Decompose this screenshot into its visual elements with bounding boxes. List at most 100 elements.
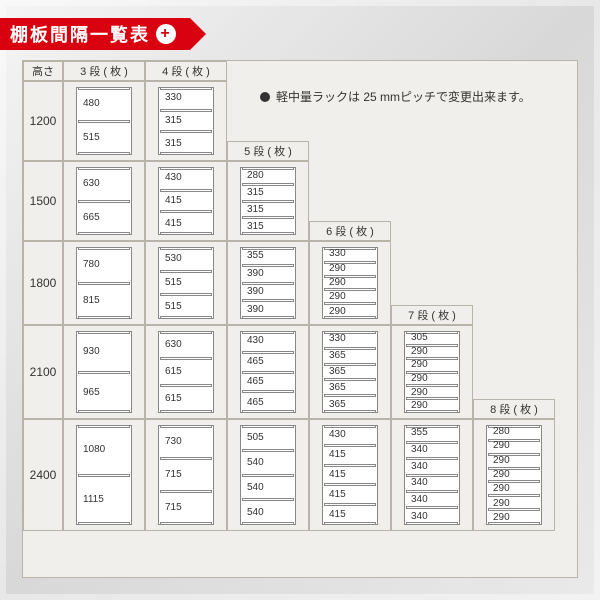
gap-label: 415 — [329, 509, 346, 520]
bullet-icon — [260, 92, 270, 102]
rack-diagram: 280 290 290 290 290 290 290 — [486, 425, 542, 525]
gap-label: 430 — [247, 335, 264, 346]
height-cell: 2400 — [23, 419, 63, 531]
column-header: 3 段 ( 枚 ) — [63, 61, 145, 81]
rack-diagram: 355 390 390 390 — [240, 247, 296, 319]
gap-label: 315 — [247, 204, 264, 215]
gap-label: 1080 — [83, 444, 105, 455]
gap-label: 290 — [493, 483, 510, 494]
gap-label: 780 — [83, 259, 100, 270]
gap-label: 290 — [493, 469, 510, 480]
rack-diagram: 530 515 515 — [158, 247, 214, 319]
height-cell: 2100 — [23, 325, 63, 419]
rack-diagram: 280 315 315 315 — [240, 167, 296, 235]
rack-diagram: 480 515 — [76, 87, 132, 155]
gap-label: 355 — [411, 427, 428, 438]
gap-label: 280 — [247, 170, 264, 181]
rack-diagram: 930965 — [76, 331, 132, 413]
gap-label: 715 — [165, 502, 182, 513]
column-header: 5 段 ( 枚 ) — [227, 141, 309, 161]
rack-diagram: 505 540 540 540 — [240, 425, 296, 525]
height-cell: 1500 — [23, 161, 63, 241]
rack-diagram: 430415415 — [158, 167, 214, 235]
chart-panel: 高さ120015001800210024003 段 ( 枚 )480515630… — [22, 60, 578, 578]
rack-diagram: 430 465 465 465 — [240, 331, 296, 413]
rack-diagram: 330 365 365 365 365 — [322, 331, 378, 413]
gap-label: 390 — [247, 268, 264, 279]
gap-label: 390 — [247, 286, 264, 297]
gap-label: 480 — [83, 98, 100, 109]
plus-icon: + — [156, 24, 176, 44]
gap-label: 515 — [83, 132, 100, 143]
gap-label: 1115 — [83, 494, 104, 505]
gap-label: 615 — [165, 366, 182, 377]
gap-label: 355 — [247, 250, 264, 261]
gap-label: 505 — [247, 432, 264, 443]
gap-label: 340 — [411, 477, 428, 488]
gap-label: 290 — [493, 498, 510, 509]
height-cell: 1200 — [23, 81, 63, 161]
gap-label: 290 — [493, 512, 510, 523]
rack-diagram: 780 815 — [76, 247, 132, 319]
gap-label: 315 — [247, 221, 264, 232]
gap-label: 415 — [165, 195, 182, 206]
gap-label: 340 — [411, 444, 428, 455]
column-header: 4 段 ( 枚 ) — [145, 61, 227, 81]
gap-label: 515 — [165, 301, 182, 312]
title-text: 棚板間隔一覧表 — [10, 21, 150, 47]
height-cell: 1800 — [23, 241, 63, 325]
gap-label: 430 — [329, 429, 346, 440]
rack-diagram: 355340340340340340 — [404, 425, 460, 525]
gap-label: 315 — [165, 138, 182, 149]
gap-label: 630 — [165, 339, 182, 350]
column-header: 8 段 ( 枚 ) — [473, 399, 555, 419]
gap-label: 715 — [165, 469, 182, 480]
gap-label: 930 — [83, 346, 100, 357]
gap-label: 330 — [329, 248, 346, 259]
gap-label: 615 — [165, 393, 182, 404]
gap-label: 465 — [247, 376, 264, 387]
gap-label: 290 — [411, 346, 428, 357]
gap-label: 415 — [329, 449, 346, 460]
rack-diagram: 305290290290290290 — [404, 331, 460, 413]
gap-label: 330 — [165, 92, 182, 103]
gap-label: 730 — [165, 436, 182, 447]
gap-label: 290 — [329, 277, 346, 288]
gap-label: 340 — [411, 511, 428, 522]
column-header: 7 段 ( 枚 ) — [391, 305, 473, 325]
gap-label: 365 — [329, 399, 346, 410]
gap-label: 390 — [247, 304, 264, 315]
gap-label: 290 — [411, 400, 428, 411]
gap-label: 290 — [493, 440, 510, 451]
gap-label: 340 — [411, 494, 428, 505]
gap-label: 365 — [329, 350, 346, 361]
gap-label: 315 — [165, 115, 182, 126]
gap-label: 540 — [247, 457, 264, 468]
gap-label: 530 — [165, 253, 182, 264]
gap-label: 315 — [247, 187, 264, 198]
note-text: 軽中量ラックは 25 mmピッチで変更出来ます。 — [276, 88, 531, 105]
gap-label: 290 — [329, 263, 346, 274]
gap-label: 290 — [329, 291, 346, 302]
gap-label: 365 — [329, 366, 346, 377]
gap-label: 290 — [411, 373, 428, 384]
gap-label: 365 — [329, 382, 346, 393]
gap-label: 540 — [247, 482, 264, 493]
gap-label: 665 — [83, 212, 100, 223]
gap-label: 430 — [165, 172, 182, 183]
gap-label: 415 — [329, 469, 346, 480]
gap-label: 280 — [493, 426, 510, 437]
gap-label: 290 — [329, 306, 346, 317]
gap-label: 515 — [165, 277, 182, 288]
gap-label: 330 — [329, 333, 346, 344]
gap-label: 290 — [493, 455, 510, 466]
gap-label: 465 — [247, 397, 264, 408]
gap-label: 465 — [247, 356, 264, 367]
gap-label: 305 — [411, 332, 428, 343]
gap-label: 540 — [247, 507, 264, 518]
gap-label: 815 — [83, 295, 100, 306]
pitch-note: 軽中量ラックは 25 mmピッチで変更出来ます。 — [260, 88, 531, 105]
rack-diagram: 330 315 315 — [158, 87, 214, 155]
gap-label: 290 — [411, 387, 428, 398]
rack-diagram: 630 615 615 — [158, 331, 214, 413]
